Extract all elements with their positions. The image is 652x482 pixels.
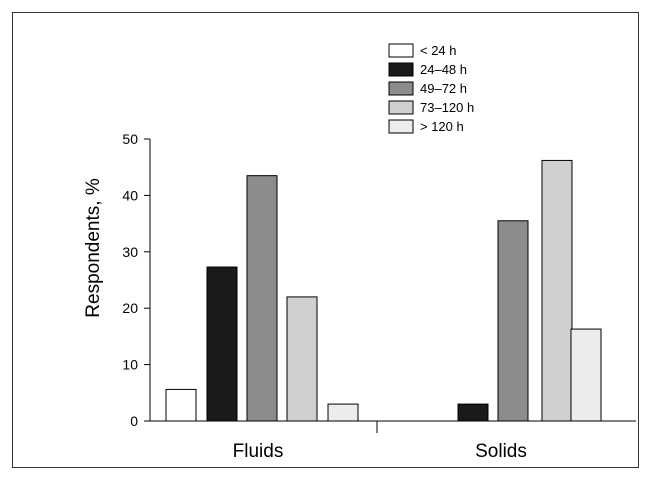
- legend-label: 24–48 h: [420, 62, 467, 77]
- y-tick-label: 30: [122, 244, 138, 260]
- bar-fluids-2: [206, 266, 238, 422]
- bar-solids-5: [570, 328, 602, 422]
- legend: < 24 h 24–48 h 49–72 h 73–120 h > 120 h: [388, 43, 474, 134]
- bar-fluids-4: [286, 296, 318, 422]
- y-tick-label: 0: [130, 413, 138, 429]
- y-axis-label: Respondents, %: [83, 178, 104, 318]
- legend-label: > 120 h: [420, 119, 464, 134]
- legend-swatch: [388, 43, 414, 58]
- bar-fluids-3: [246, 175, 278, 422]
- y-tick-label: 10: [122, 357, 138, 373]
- bar-solids-2: [457, 403, 489, 422]
- bar-fluids-5: [327, 403, 359, 422]
- y-tick-label: 40: [122, 187, 138, 203]
- bars-group: [165, 159, 602, 422]
- legend-swatch: [388, 81, 414, 96]
- x-category-label: Fluids: [233, 441, 284, 462]
- legend-swatch: [388, 100, 414, 115]
- bar-solids-4: [541, 159, 573, 422]
- legend-swatch: [388, 62, 414, 77]
- chart-frame: 0 10 20 30 40 50 Fluids Solids < 24 h 24–48 h 49–…: [12, 12, 639, 468]
- bar-fluids-1: [165, 388, 197, 422]
- y-tick-label: 50: [122, 131, 138, 147]
- legend-label: 49–72 h: [420, 81, 467, 96]
- bar-solids-3: [497, 220, 529, 422]
- bar-chart: 0 10 20 30 40 50 Fluids Solids < 24 h 24–48 h 49–…: [83, 43, 636, 462]
- legend-label: < 24 h: [420, 43, 457, 58]
- legend-label: 73–120 h: [420, 100, 474, 115]
- y-tick-label: 20: [122, 300, 138, 316]
- legend-swatch: [388, 119, 414, 134]
- x-category-label: Solids: [475, 441, 527, 462]
